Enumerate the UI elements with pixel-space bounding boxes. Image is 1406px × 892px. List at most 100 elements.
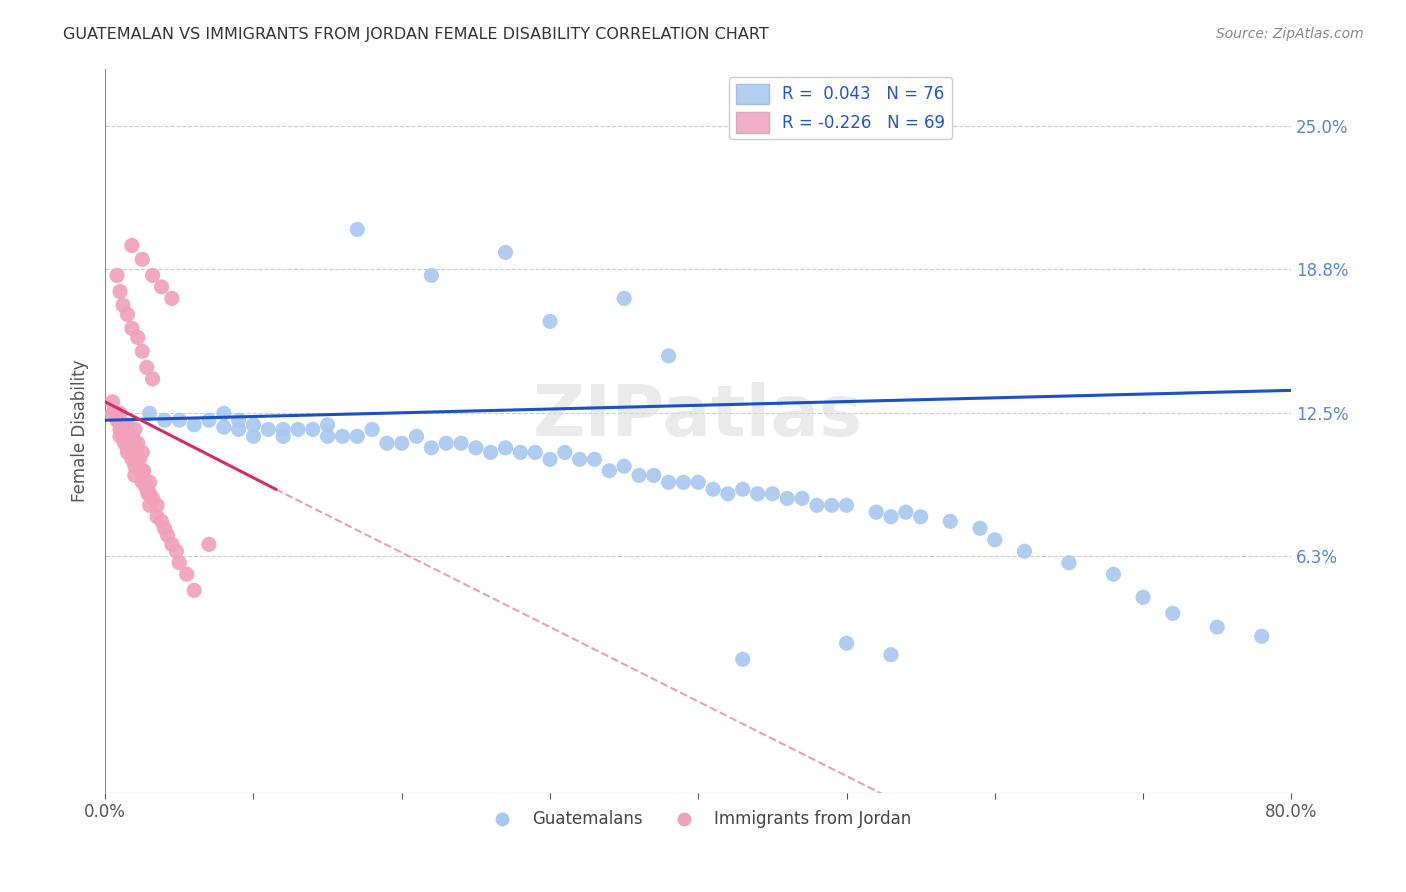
Point — [131, 445, 153, 459]
Point — [105, 413, 128, 427]
Point — [1132, 591, 1154, 605]
Point — [613, 292, 636, 306]
Point — [101, 395, 124, 409]
Point — [121, 445, 143, 459]
Point — [806, 498, 828, 512]
Point — [702, 482, 724, 496]
Point — [146, 509, 169, 524]
Point — [183, 417, 205, 432]
Point — [176, 567, 198, 582]
Point — [450, 436, 472, 450]
Point — [121, 429, 143, 443]
Point — [880, 648, 903, 662]
Point — [910, 509, 932, 524]
Text: Source: ZipAtlas.com: Source: ZipAtlas.com — [1216, 27, 1364, 41]
Point — [138, 487, 160, 501]
Point — [1161, 607, 1184, 621]
Point — [129, 464, 152, 478]
Point — [405, 429, 427, 443]
Y-axis label: Female Disability: Female Disability — [72, 359, 89, 502]
Point — [114, 422, 136, 436]
Point — [717, 487, 740, 501]
Point — [131, 475, 153, 490]
Point — [346, 222, 368, 236]
Point — [598, 464, 620, 478]
Point — [150, 280, 173, 294]
Point — [160, 537, 183, 551]
Point — [524, 445, 547, 459]
Point — [128, 452, 150, 467]
Point — [479, 445, 502, 459]
Point — [568, 452, 591, 467]
Point — [135, 360, 157, 375]
Point — [613, 459, 636, 474]
Point — [420, 268, 443, 283]
Point — [131, 344, 153, 359]
Point — [142, 268, 165, 283]
Point — [257, 422, 280, 436]
Point — [271, 422, 294, 436]
Point — [880, 509, 903, 524]
Point — [117, 445, 139, 459]
Point — [124, 422, 146, 436]
Point — [271, 429, 294, 443]
Point — [117, 429, 139, 443]
Point — [160, 292, 183, 306]
Point — [228, 422, 250, 436]
Point — [121, 238, 143, 252]
Point — [111, 429, 134, 443]
Point — [117, 417, 139, 432]
Point — [658, 475, 681, 490]
Point — [138, 475, 160, 490]
Point — [136, 487, 159, 501]
Point — [124, 459, 146, 474]
Point — [169, 556, 191, 570]
Point — [108, 285, 131, 299]
Point — [105, 268, 128, 283]
Point — [316, 417, 339, 432]
Point — [108, 429, 131, 443]
Point — [138, 406, 160, 420]
Point — [835, 636, 858, 650]
Point — [731, 482, 754, 496]
Point — [127, 452, 149, 467]
Point — [538, 314, 561, 328]
Point — [495, 245, 517, 260]
Legend: Guatemalans, Immigrants from Jordan: Guatemalans, Immigrants from Jordan — [478, 804, 918, 835]
Point — [142, 372, 165, 386]
Point — [332, 429, 354, 443]
Point — [391, 436, 413, 450]
Point — [115, 429, 138, 443]
Point — [643, 468, 665, 483]
Point — [122, 441, 145, 455]
Point — [124, 436, 146, 450]
Point — [627, 468, 650, 483]
Point — [242, 417, 264, 432]
Point — [583, 452, 606, 467]
Point — [108, 422, 131, 436]
Point — [114, 436, 136, 450]
Point — [969, 521, 991, 535]
Point — [776, 491, 799, 506]
Point — [984, 533, 1007, 547]
Point — [124, 445, 146, 459]
Point — [153, 413, 176, 427]
Point — [111, 417, 134, 432]
Point — [1057, 556, 1080, 570]
Point — [127, 330, 149, 344]
Point — [495, 441, 517, 455]
Point — [242, 429, 264, 443]
Point — [117, 441, 139, 455]
Point — [212, 420, 235, 434]
Point — [894, 505, 917, 519]
Point — [420, 441, 443, 455]
Point — [865, 505, 887, 519]
Point — [228, 413, 250, 427]
Point — [153, 521, 176, 535]
Point — [121, 452, 143, 467]
Point — [169, 413, 191, 427]
Point — [131, 464, 153, 478]
Point — [1206, 620, 1229, 634]
Point — [790, 491, 813, 506]
Point — [132, 464, 155, 478]
